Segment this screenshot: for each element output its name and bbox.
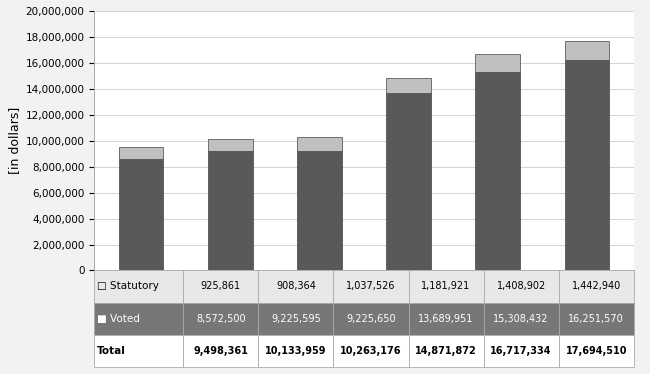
FancyBboxPatch shape bbox=[408, 270, 484, 303]
Text: 908,364: 908,364 bbox=[276, 282, 316, 291]
Text: 15,308,432: 15,308,432 bbox=[493, 313, 549, 324]
Bar bbox=[475, 54, 520, 72]
Text: 10,263,176: 10,263,176 bbox=[340, 346, 402, 356]
Bar bbox=[297, 151, 342, 270]
FancyBboxPatch shape bbox=[94, 270, 183, 303]
Text: Total: Total bbox=[97, 346, 126, 356]
Text: 9,225,595: 9,225,595 bbox=[271, 313, 320, 324]
Text: 13,689,951: 13,689,951 bbox=[419, 313, 474, 324]
FancyBboxPatch shape bbox=[408, 334, 484, 367]
FancyBboxPatch shape bbox=[183, 303, 258, 334]
Text: 1,037,526: 1,037,526 bbox=[346, 282, 396, 291]
Text: 10,133,959: 10,133,959 bbox=[265, 346, 327, 356]
Text: 9,225,650: 9,225,650 bbox=[346, 313, 396, 324]
FancyBboxPatch shape bbox=[558, 334, 634, 367]
FancyBboxPatch shape bbox=[558, 303, 634, 334]
FancyBboxPatch shape bbox=[333, 303, 408, 334]
Text: 1,442,940: 1,442,940 bbox=[571, 282, 621, 291]
FancyBboxPatch shape bbox=[333, 334, 408, 367]
FancyBboxPatch shape bbox=[258, 303, 333, 334]
FancyBboxPatch shape bbox=[333, 270, 408, 303]
FancyBboxPatch shape bbox=[94, 303, 183, 334]
Text: ■ Voted: ■ Voted bbox=[97, 313, 140, 324]
Text: 14,871,872: 14,871,872 bbox=[415, 346, 477, 356]
FancyBboxPatch shape bbox=[258, 270, 333, 303]
Y-axis label: [in dollars]: [in dollars] bbox=[8, 107, 21, 175]
Bar bbox=[119, 159, 163, 270]
Bar bbox=[208, 151, 253, 270]
FancyBboxPatch shape bbox=[484, 303, 558, 334]
FancyBboxPatch shape bbox=[558, 270, 634, 303]
Bar bbox=[565, 41, 609, 60]
Bar bbox=[565, 60, 609, 270]
Bar bbox=[297, 137, 342, 151]
FancyBboxPatch shape bbox=[183, 334, 258, 367]
FancyBboxPatch shape bbox=[408, 303, 484, 334]
Bar bbox=[208, 139, 253, 151]
FancyBboxPatch shape bbox=[94, 334, 183, 367]
Bar bbox=[386, 93, 431, 270]
FancyBboxPatch shape bbox=[183, 270, 258, 303]
FancyBboxPatch shape bbox=[484, 270, 558, 303]
Text: 17,694,510: 17,694,510 bbox=[566, 346, 627, 356]
Bar bbox=[475, 72, 520, 270]
Text: □ Statutory: □ Statutory bbox=[97, 282, 159, 291]
Text: 16,717,334: 16,717,334 bbox=[490, 346, 552, 356]
FancyBboxPatch shape bbox=[258, 334, 333, 367]
Text: 16,251,570: 16,251,570 bbox=[568, 313, 624, 324]
FancyBboxPatch shape bbox=[484, 334, 558, 367]
Text: 8,572,500: 8,572,500 bbox=[196, 313, 246, 324]
Bar bbox=[119, 147, 163, 159]
Text: 925,861: 925,861 bbox=[201, 282, 241, 291]
Text: 1,408,902: 1,408,902 bbox=[497, 282, 546, 291]
Bar bbox=[386, 78, 431, 93]
Text: 9,498,361: 9,498,361 bbox=[193, 346, 248, 356]
Text: 1,181,921: 1,181,921 bbox=[421, 282, 471, 291]
